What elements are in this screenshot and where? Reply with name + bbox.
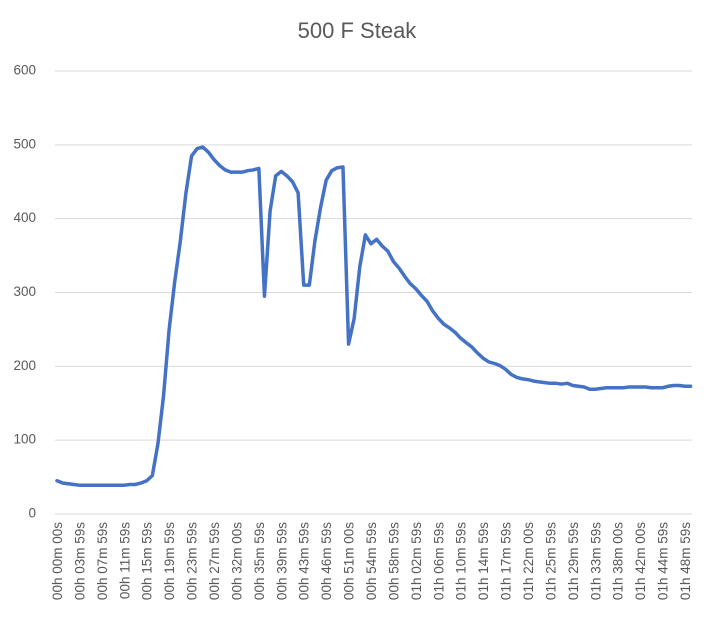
x-tick-label: 00h 58m 59s <box>386 522 401 600</box>
x-tick-label: 00h 32m 00s <box>229 522 244 600</box>
x-tick-label: 00h 51m 00s <box>342 522 357 600</box>
x-tick-label: 01h 02m 59s <box>409 522 424 600</box>
x-tick-label: 00h 00m 00s <box>50 522 65 600</box>
x-tick-label: 00h 46m 59s <box>319 522 334 600</box>
x-tick-label: 01h 25m 59s <box>543 522 558 600</box>
x-tick-label: 01h 29m 59s <box>566 522 581 600</box>
x-tick-label: 01h 06m 59s <box>431 522 446 600</box>
x-tick-label: 01h 48m 59s <box>678 522 693 600</box>
x-tick-label: 00h 43m 59s <box>297 522 312 600</box>
x-tick-label: 01h 17m 59s <box>499 522 514 600</box>
y-tick-label: 500 <box>13 136 36 151</box>
y-tick-label: 300 <box>13 284 36 299</box>
x-tick-label: 01h 38m 00s <box>611 522 626 600</box>
x-tick-label: 01h 10m 59s <box>454 522 469 600</box>
x-tick-label: 00h 27m 59s <box>207 522 222 600</box>
x-tick-label: 01h 33m 59s <box>588 522 603 600</box>
x-tick-label: 01h 22m 00s <box>521 522 536 600</box>
x-tick-label: 00h 11m 59s <box>117 522 132 599</box>
y-tick-label: 600 <box>13 63 36 78</box>
x-tick-label: 00h 03m 59s <box>72 522 87 600</box>
data-line <box>55 145 693 487</box>
x-tick-label: 00h 35m 59s <box>252 522 267 600</box>
x-tick-label: 01h 42m 00s <box>633 522 648 600</box>
x-tick-label: 00h 07m 59s <box>95 522 110 600</box>
x-tick-label: 01h 14m 59s <box>476 522 491 600</box>
x-tick-label: 00h 23m 59s <box>185 522 200 600</box>
y-tick-label: 0 <box>28 506 36 521</box>
x-tick-label: 00h 19m 59s <box>162 522 177 600</box>
x-tick-label: 00h 15m 59s <box>140 522 155 600</box>
x-tick-label: 01h 44m 59s <box>656 522 671 600</box>
y-tick-label: 200 <box>13 358 36 373</box>
x-tick-label: 00h 54m 59s <box>364 522 379 600</box>
chart-title: 500 F Steak <box>298 18 418 43</box>
y-tick-label: 400 <box>13 210 36 225</box>
x-tick-label: 00h 39m 59s <box>274 522 289 600</box>
y-tick-label: 100 <box>13 432 36 447</box>
